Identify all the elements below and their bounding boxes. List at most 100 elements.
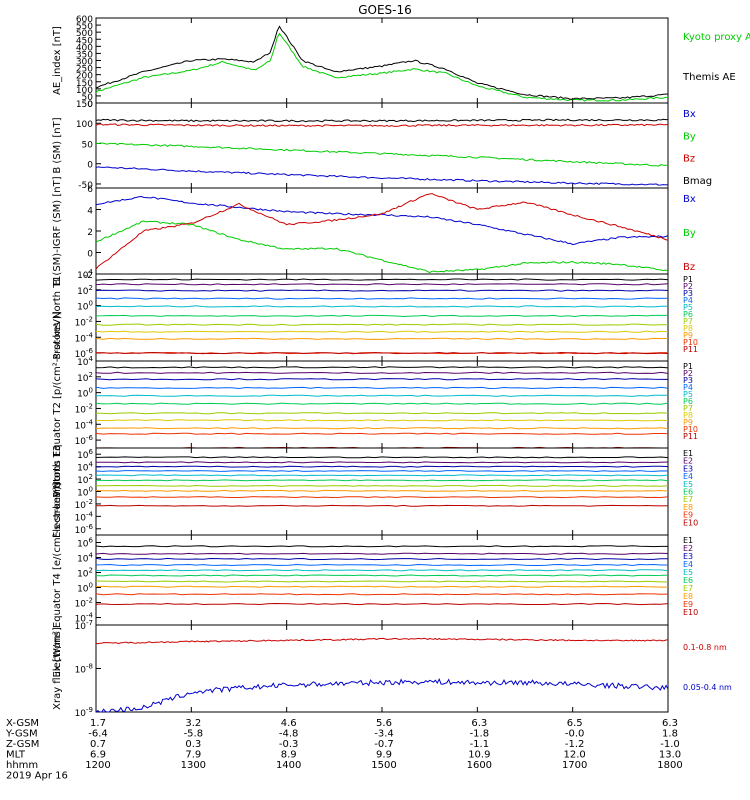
footer-row-label: X-GSM (6, 718, 39, 729)
series-line-P2 (95, 371, 669, 374)
series-line-Bz (95, 123, 669, 128)
y-tick-label: 10-7 (75, 619, 93, 632)
panel-1: 050100150200250300350400450500550600AE_i… (52, 15, 750, 110)
y-tick-label: 100 (77, 387, 93, 400)
footer-row-label: hhmm (6, 760, 38, 771)
legend-label: P2 (683, 282, 693, 291)
legend-label: P6 (683, 310, 693, 319)
legend-label: 0.1-0.8 nm (683, 643, 727, 652)
footer-cell: 8.9 (281, 750, 297, 761)
footer-cell: 1600 (467, 760, 492, 771)
legend-label: P5 (683, 303, 693, 312)
legend-label: P1 (683, 362, 693, 371)
footer-cell: 1400 (276, 760, 301, 771)
series-line-P3 (95, 289, 669, 292)
legend-label: P3 (683, 289, 693, 298)
series-line-P6 (95, 314, 668, 318)
y-tick-label: 102 (77, 371, 93, 384)
panel-3: -2 0 2 4 6 B (SM)-IGRF (SM) [nT] Bx By Bz (52, 176, 696, 285)
series-line-Bmag (95, 118, 668, 123)
legend-label: Themis AE (682, 72, 736, 83)
series-line-P1 (95, 366, 669, 369)
y-tick-label: 4 (87, 207, 93, 217)
legend-label: Kyoto proxy AE (683, 32, 750, 43)
y-axis-label: Electrons North T3 (52, 445, 63, 538)
y-axis-label: B (SM) [nT] (52, 117, 63, 173)
legend-label: P8 (683, 411, 693, 420)
legend-label: P2 (683, 369, 693, 378)
footer-cell: 7.9 (185, 750, 201, 761)
series-line-P5 (95, 305, 668, 308)
footer-cell: 6.9 (90, 750, 106, 761)
legend-label: E6 (683, 576, 693, 585)
y-tick-label: 0 (87, 250, 93, 260)
footer-cell: 10.9 (468, 750, 490, 761)
footer-cell: -5.8 (184, 729, 204, 740)
legend-label: P4 (683, 383, 693, 392)
footer-cell: 13.0 (659, 750, 681, 761)
footer-cell: 3.2 (185, 718, 201, 729)
y-tick-label: 150 (76, 79, 93, 89)
series-line-P4 (95, 297, 669, 300)
legend-label: E7 (683, 584, 693, 593)
series-line-P8 (95, 419, 669, 422)
y-tick-label: 10-9 (75, 706, 93, 719)
y-tick-label: 100 (76, 86, 93, 96)
legend-label: 0.05-0.4 nm (683, 683, 732, 692)
series-line-E5 (95, 474, 669, 477)
legend-label: E8 (683, 592, 693, 601)
legend-label: Bmag (683, 176, 712, 187)
footer-cell: 4.6 (281, 718, 297, 729)
y-tick-label: 102 (77, 567, 93, 580)
panel-frame (95, 534, 669, 626)
series-line-E8 (95, 489, 669, 492)
y-tick-label: 400 (76, 43, 93, 53)
panel-8: 10-7 10-8 10-9 Xray flux [W/m²] 0.1-0.8 nm 0.… (52, 619, 732, 719)
series-line-P3 (95, 378, 668, 381)
y-tick-label: 550 (76, 22, 93, 32)
footer-cell: 1700 (562, 760, 587, 771)
legend-label: E10 (683, 518, 698, 527)
series-line-P10 (95, 432, 669, 435)
y-tick-label: 100 (77, 582, 93, 595)
y-tick-label: 0 (87, 161, 93, 171)
footer-row-label: Z-GSM (6, 739, 39, 750)
footer-cell: -1.0 (660, 739, 680, 750)
series-line-E10 (95, 602, 669, 606)
series-line-E6 (96, 479, 669, 482)
legend-label: E2 (683, 457, 693, 466)
legend-label: Bz (683, 154, 695, 165)
series-line-P7 (95, 412, 669, 415)
footer-cell: -0.3 (279, 739, 299, 750)
legend-label: P9 (683, 331, 693, 340)
y-tick-label: 102 (77, 473, 93, 486)
panels: 050100150200250300350400450500550600AE_i… (52, 15, 750, 719)
footer-cell: 1200 (85, 760, 110, 771)
series-line-E2 (95, 461, 669, 464)
footer-cell: 1.8 (662, 729, 678, 740)
footer-cell: -1.2 (565, 739, 585, 750)
series-line-P7 (95, 323, 668, 326)
legend-label: P10 (683, 338, 698, 347)
y-tick-label: 100 (77, 300, 93, 313)
series-line-E3 (95, 557, 668, 561)
legend-label: E8 (683, 503, 693, 512)
y-tick-label: 200 (76, 72, 93, 82)
y-tick-label: 106 (77, 448, 93, 461)
footer-cell: 9.9 (376, 750, 392, 761)
legend-label: Bz (683, 262, 695, 273)
legend-label: P8 (683, 324, 693, 333)
legend-label: Bx (683, 109, 696, 120)
y-tick-label: -2 (84, 271, 93, 281)
footer-cell: 1.7 (90, 718, 106, 729)
legend-label: P6 (683, 397, 693, 406)
y-tick-label: 0 (87, 100, 93, 110)
legend-label: P3 (683, 376, 693, 385)
legend-label: E2 (683, 544, 693, 553)
footer-cell: 6.3 (471, 718, 487, 729)
y-tick-label: 6 (87, 185, 93, 195)
y-tick-label: 10-2 (75, 402, 93, 415)
legend-label: E9 (683, 511, 693, 520)
series-line-E9 (95, 593, 669, 596)
y-tick-label: 10-2 (75, 498, 93, 511)
